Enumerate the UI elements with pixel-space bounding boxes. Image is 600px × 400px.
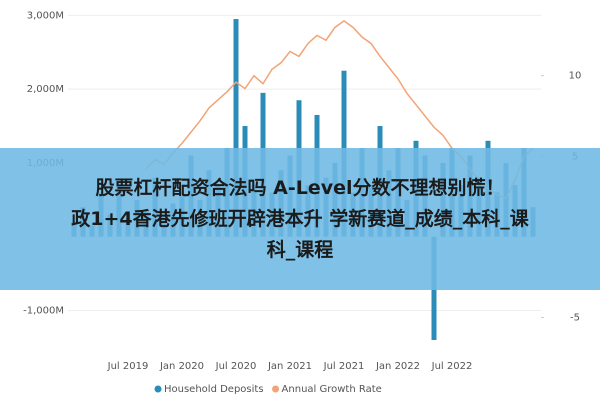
banner-text: 政1+4香港先修班开辟港本升 学新赛道_成绩_本科_课 xyxy=(71,207,529,230)
legend-label: Household Deposits xyxy=(164,384,264,395)
banner-text: 股票杠杆配资合法吗 A-Level分数不理想别慌！ xyxy=(95,176,505,199)
x-tick-label: Jan 2020 xyxy=(159,361,204,372)
x-tick-label: Jul 2019 xyxy=(107,361,149,372)
bar xyxy=(233,19,239,237)
y2-tick-label: -5 xyxy=(570,312,580,323)
x-tick-label: Jul 2020 xyxy=(215,361,257,372)
y-tick-label: 2,000M xyxy=(27,84,64,95)
overlay-banner: 股票杠杆配资合法吗 A-Level分数不理想别慌！ 政1+4香港先修班开辟港本升 … xyxy=(0,148,600,290)
legend-label: Annual Growth Rate xyxy=(282,384,382,395)
y2-tick-label: 10 xyxy=(569,71,582,82)
x-tick-label: Jan 2022 xyxy=(375,361,420,372)
x-tick-label: Jan 2021 xyxy=(267,361,312,372)
x-tick-label: Jul 2021 xyxy=(323,361,365,372)
legend-marker xyxy=(154,385,162,393)
banner-text: 科_课程 xyxy=(266,238,334,261)
x-tick-label: Jul 2022 xyxy=(431,361,473,372)
legend-marker xyxy=(272,385,280,393)
y-tick-label: 3,000M xyxy=(27,10,64,21)
y-tick-label: -1,000M xyxy=(23,305,64,316)
